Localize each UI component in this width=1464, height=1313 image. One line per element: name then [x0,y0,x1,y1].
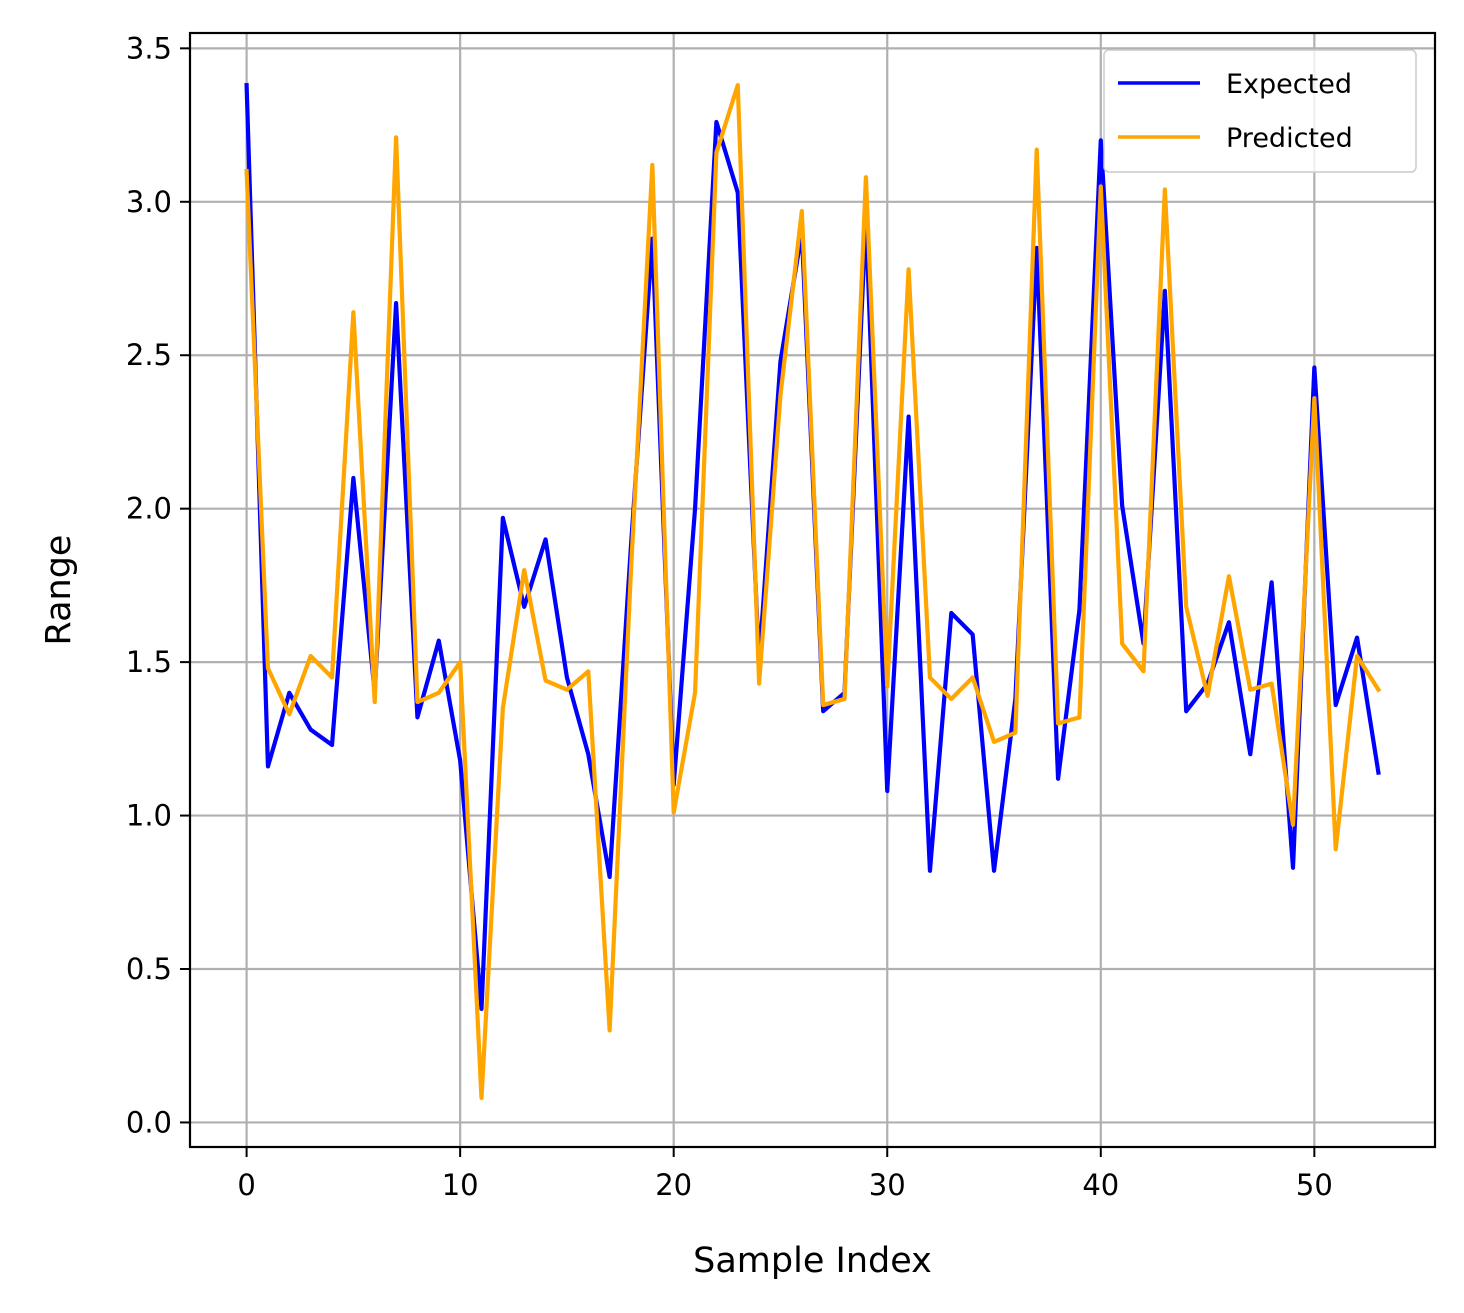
legend-label-expected: Expected [1226,69,1352,100]
x-tick-label: 20 [655,1168,692,1202]
y-tick-label: 1.0 [126,799,172,833]
legend: Expected Predicted [1103,49,1417,173]
x-tick-label: 40 [1082,1168,1119,1202]
x-tick-label: 0 [237,1168,255,1202]
axis-ticks: 0 10 20 30 40 50 0.0 0.5 1.0 1.5 2.0 2.5 3.0 3.5 [126,31,1333,1202]
y-tick-label: 3.5 [126,31,172,65]
y-tick-label: 3.0 [126,185,172,219]
y-tick-label: 0.0 [126,1105,172,1139]
plot-area-frame [188,31,1437,1149]
y-axis-label: Range [39,535,79,646]
x-tick-label: 10 [442,1168,479,1202]
legend-label-predicted: Predicted [1226,123,1353,154]
series-line-expected [244,83,1381,1012]
y-tick-label: 2.0 [126,492,172,526]
series-lines [244,83,1382,1101]
x-axis-label: Sample Index [693,1241,932,1281]
x-tick-label: 30 [869,1168,906,1202]
legend-box [1103,49,1417,173]
x-tick-label: 50 [1296,1168,1333,1202]
y-tick-label: 1.5 [126,645,172,679]
series-line-predicted [244,83,1382,1101]
gridlines [190,33,1435,1147]
y-tick-label: 2.5 [126,338,172,372]
y-tick-label: 0.5 [126,952,172,986]
